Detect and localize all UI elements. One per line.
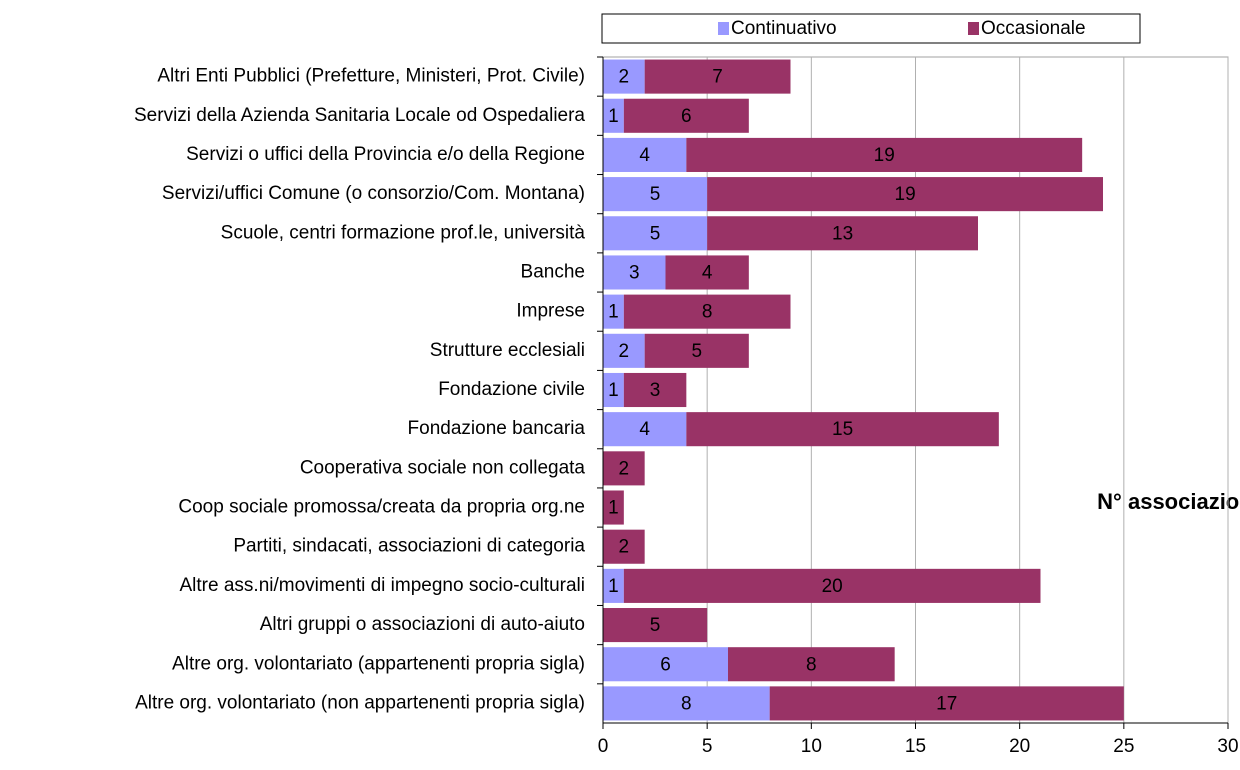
y-tick-label: Servizi della Azienda Sanitaria Locale o… (134, 105, 585, 126)
bar-segment (603, 608, 708, 643)
y-tick-label: Servizi/uffici Comune (o consorzio/Com. … (162, 183, 585, 204)
bar-segment (603, 216, 708, 251)
data-label: 1 (608, 498, 619, 519)
bar-segment (603, 529, 645, 564)
legend-swatch (968, 22, 979, 35)
bar-segment (644, 333, 749, 368)
y-tick-label: Cooperativa sociale non collegata (300, 457, 586, 478)
x-tick-label: 30 (1217, 736, 1238, 757)
data-label: 19 (895, 184, 916, 205)
y-tick-label: Altre ass.ni/movimenti di impegno socio-… (180, 575, 586, 596)
bar-segment (707, 177, 1103, 212)
bar-segment (603, 686, 770, 721)
data-label: 4 (702, 262, 713, 283)
bar-segment (603, 412, 687, 447)
data-label: 1 (608, 302, 619, 323)
x-tick-label: 20 (1009, 736, 1030, 757)
x-tick-label: 0 (598, 736, 609, 757)
y-tick-label: Coop sociale promossa/creata da propria … (178, 497, 585, 518)
bar-segment (603, 490, 624, 525)
bar-segment (603, 177, 708, 212)
bar-segment (623, 372, 687, 408)
data-label: 5 (691, 341, 702, 362)
data-label: 15 (832, 419, 853, 440)
y-tick-label: Altre org. volontariato (non appartenent… (135, 692, 585, 713)
y-tick-label: Strutture ecclesiali (430, 340, 585, 361)
legend-box (601, 13, 1141, 44)
y-tick-label: Servizi o uffici della Provincia e/o del… (186, 144, 585, 165)
bar-segment (686, 137, 1083, 172)
data-label: 3 (629, 262, 640, 283)
bar-segment (603, 451, 645, 486)
bar-segment (707, 216, 978, 251)
data-label: 5 (650, 223, 661, 244)
data-label: 8 (681, 693, 692, 714)
x-tick-label: 5 (702, 736, 713, 757)
bar-segment (603, 294, 624, 329)
data-label: 5 (650, 615, 661, 636)
data-label: 17 (936, 693, 957, 714)
data-label: 3 (650, 380, 661, 401)
data-label: 13 (832, 223, 853, 244)
bar-segment (603, 372, 624, 408)
bar-segment (665, 255, 749, 290)
data-label: 20 (822, 576, 843, 597)
bar-segment (603, 255, 666, 290)
legend-label: Continuativo (731, 18, 837, 39)
bar-segment (686, 412, 999, 447)
y-tick-label: Fondazione civile (438, 379, 585, 400)
data-label: 2 (619, 341, 630, 362)
data-label: 19 (874, 145, 895, 166)
data-label: 4 (639, 145, 650, 166)
y-tick-label: Scuole, centri formazione prof.le, unive… (221, 222, 586, 243)
y-tick-label: Banche (521, 261, 585, 282)
y-tick-label: Altri gruppi o associazioni di auto-aiut… (260, 614, 585, 635)
data-label: 1 (608, 576, 619, 597)
data-label: 2 (619, 458, 630, 479)
annotation: N° associazioni (1097, 489, 1240, 514)
y-tick-label: Fondazione bancaria (408, 418, 586, 439)
x-tick-label: 25 (1113, 736, 1134, 757)
x-tick-label: 15 (905, 736, 926, 757)
bar-segment (603, 647, 728, 682)
data-label: 1 (608, 380, 619, 401)
bar-segment (603, 333, 645, 368)
legend-swatch (718, 22, 729, 35)
bar-segment (623, 294, 791, 329)
y-tick-label: Partiti, sindacati, associazioni di cate… (233, 536, 585, 557)
legend-label: Occasionale (981, 18, 1086, 39)
x-tick-label: 10 (801, 736, 822, 757)
bar-segment (603, 137, 687, 172)
bar-segment (769, 686, 1124, 721)
data-label: 5 (650, 184, 661, 205)
y-tick-label: Altre org. volontariato (appartenenti pr… (172, 653, 585, 674)
y-tick-label: Altri Enti Pubblici (Prefetture, Ministe… (157, 66, 585, 87)
data-label: 6 (681, 106, 692, 127)
bar-segment (603, 98, 624, 133)
data-label: 8 (806, 654, 817, 675)
bar-segment (728, 647, 895, 682)
bar-segment (623, 98, 749, 133)
data-label: 8 (702, 302, 713, 323)
y-tick-label: Imprese (516, 301, 585, 322)
data-label: 1 (608, 106, 619, 127)
data-label: 6 (660, 654, 671, 675)
bar-segment (644, 59, 791, 94)
data-label: 2 (619, 537, 630, 558)
bar-segment (623, 568, 1041, 603)
data-label: 2 (619, 67, 630, 88)
bar-segment (603, 568, 624, 603)
data-label: 4 (639, 419, 650, 440)
data-label: 7 (712, 67, 723, 88)
bar-segment (603, 59, 645, 94)
